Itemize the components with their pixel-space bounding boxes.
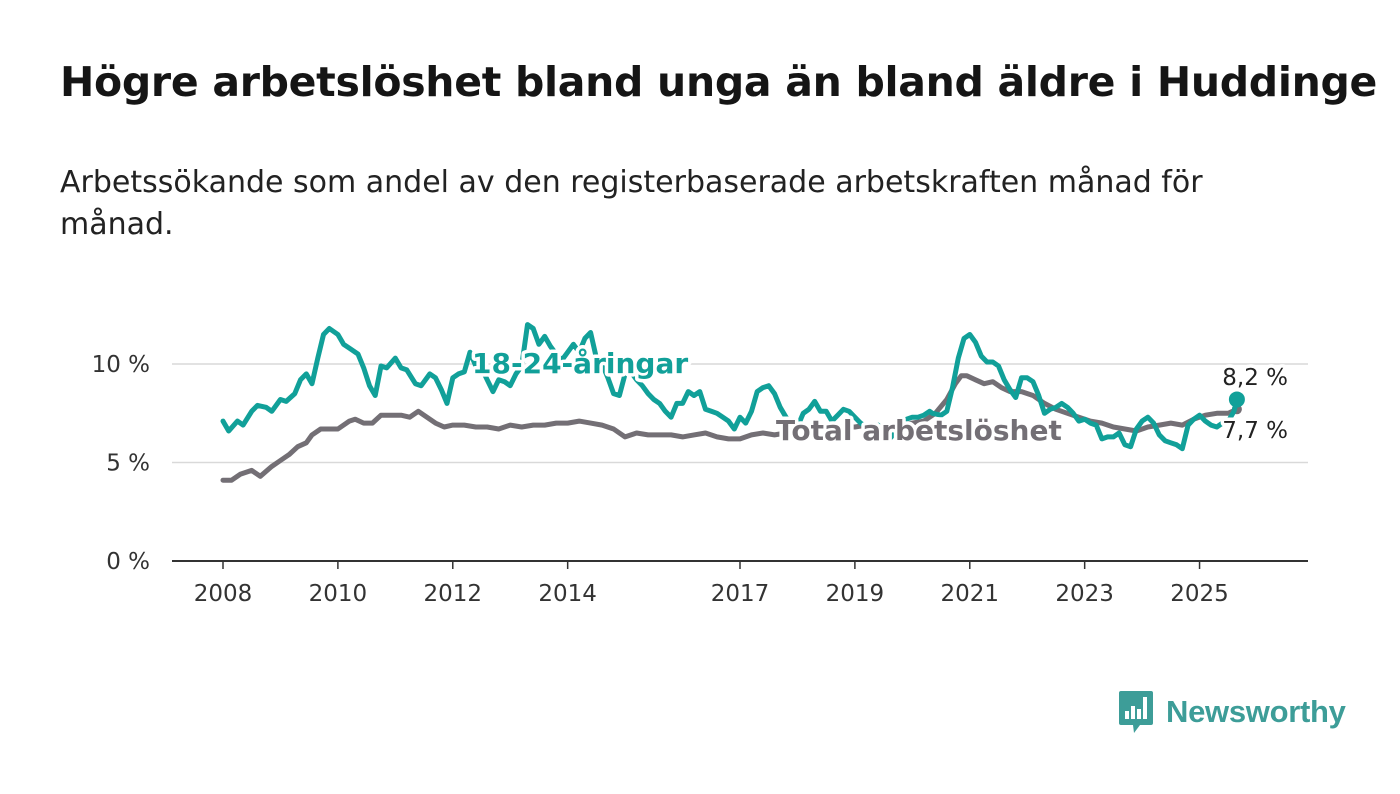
x-tick-label: 2008 bbox=[194, 581, 253, 607]
y-tick-label: 5 % bbox=[106, 451, 150, 477]
series-layer bbox=[220, 322, 1245, 483]
end-value-total: 7,7 % bbox=[1222, 418, 1288, 444]
chart-subtitle: Arbetssökande som andel av den registerb… bbox=[60, 165, 1203, 242]
x-tick-label: 2023 bbox=[1055, 581, 1114, 607]
x-tick-label: 2014 bbox=[538, 581, 597, 607]
end-value-youth: 8,2 % bbox=[1222, 365, 1288, 391]
x-tick-label: 2019 bbox=[826, 581, 885, 607]
end-point-youth bbox=[1228, 391, 1245, 408]
x-tick-label: 2025 bbox=[1170, 581, 1229, 607]
x-tick-label: 2012 bbox=[424, 581, 483, 607]
y-tick-label: 10 % bbox=[92, 352, 150, 378]
logo-text: Newsworthy bbox=[1166, 694, 1346, 729]
newsworthy-logo: Newsworthy bbox=[1118, 690, 1346, 734]
chart-title: Högre arbetslöshet bland unga än bland ä… bbox=[60, 58, 1378, 106]
x-tick-label: 2021 bbox=[941, 581, 1000, 607]
x-tick-label: 2010 bbox=[309, 581, 368, 607]
series-line-youth bbox=[220, 322, 1240, 452]
label-layer: 18-24-åringar Total arbetslöshet 8,2 % 7,7 … bbox=[469, 344, 1292, 451]
bar-chart-speech-bubble-icon bbox=[1119, 691, 1153, 733]
grid-layer: 0 % 5 % 10 % bbox=[92, 352, 1308, 575]
y-tick-label: 0 % bbox=[106, 549, 150, 575]
series-label-youth: 18-24-åringar bbox=[472, 347, 688, 380]
series-label-total: Total arbetslöshet bbox=[776, 414, 1062, 447]
x-axis-ticks: 2008 2010 2012 2014 2017 2019 2021 2023 2025 bbox=[194, 561, 1229, 607]
x-tick-label: 2017 bbox=[711, 581, 770, 607]
